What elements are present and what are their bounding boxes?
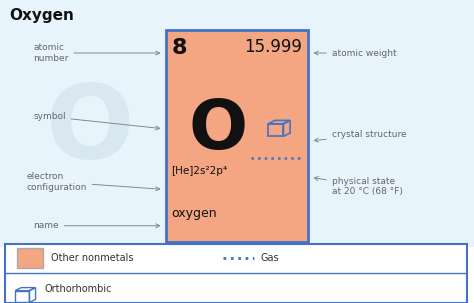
Text: oxygen: oxygen xyxy=(172,207,217,220)
Text: Oxygen: Oxygen xyxy=(9,8,74,23)
Text: atomic
number: atomic number xyxy=(33,43,160,63)
Text: O: O xyxy=(46,80,134,181)
Text: electron
configuration: electron configuration xyxy=(26,172,160,191)
FancyBboxPatch shape xyxy=(5,244,467,303)
Text: 15.999: 15.999 xyxy=(245,38,302,56)
Text: [He]2s²2p⁴: [He]2s²2p⁴ xyxy=(172,166,228,176)
Text: physical state
at 20 °C (68 °F): physical state at 20 °C (68 °F) xyxy=(314,177,403,196)
Text: atomic weight: atomic weight xyxy=(314,48,396,58)
Text: crystal structure: crystal structure xyxy=(314,130,406,142)
Text: Orthorhombic: Orthorhombic xyxy=(44,284,111,294)
Text: Other nonmetals: Other nonmetals xyxy=(51,253,134,263)
Text: O: O xyxy=(189,96,248,164)
FancyBboxPatch shape xyxy=(0,0,474,247)
Text: 8: 8 xyxy=(172,38,187,58)
FancyBboxPatch shape xyxy=(17,248,43,268)
FancyBboxPatch shape xyxy=(166,30,308,242)
FancyBboxPatch shape xyxy=(0,0,474,244)
Text: Gas: Gas xyxy=(261,253,279,263)
Text: name: name xyxy=(33,221,160,230)
Text: symbol: symbol xyxy=(33,112,160,130)
